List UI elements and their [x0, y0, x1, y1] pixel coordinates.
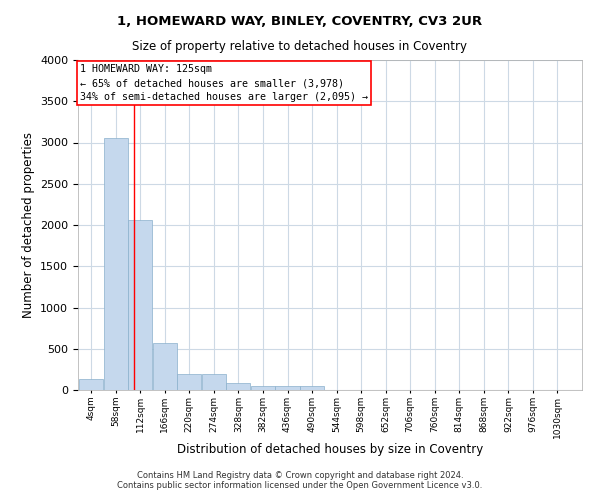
Bar	[153, 344, 177, 390]
Bar	[128, 220, 152, 390]
Y-axis label: Number of detached properties: Number of detached properties	[22, 132, 35, 318]
Text: 1, HOMEWARD WAY, BINLEY, COVENTRY, CV3 2UR: 1, HOMEWARD WAY, BINLEY, COVENTRY, CV3 2…	[118, 15, 482, 28]
Bar	[79, 380, 103, 390]
Text: Contains HM Land Registry data © Crown copyright and database right 2024.
Contai: Contains HM Land Registry data © Crown c…	[118, 470, 482, 490]
Bar	[104, 138, 128, 390]
Text: Size of property relative to detached houses in Coventry: Size of property relative to detached ho…	[133, 40, 467, 53]
Bar	[202, 374, 226, 390]
Bar	[300, 386, 324, 390]
Bar	[178, 374, 202, 390]
X-axis label: Distribution of detached houses by size in Coventry: Distribution of detached houses by size …	[177, 443, 483, 456]
Text: 1 HOMEWARD WAY: 125sqm
← 65% of detached houses are smaller (3,978)
34% of semi-: 1 HOMEWARD WAY: 125sqm ← 65% of detached…	[80, 64, 368, 102]
Bar	[275, 386, 299, 390]
Bar	[226, 384, 250, 390]
Bar	[251, 386, 275, 390]
